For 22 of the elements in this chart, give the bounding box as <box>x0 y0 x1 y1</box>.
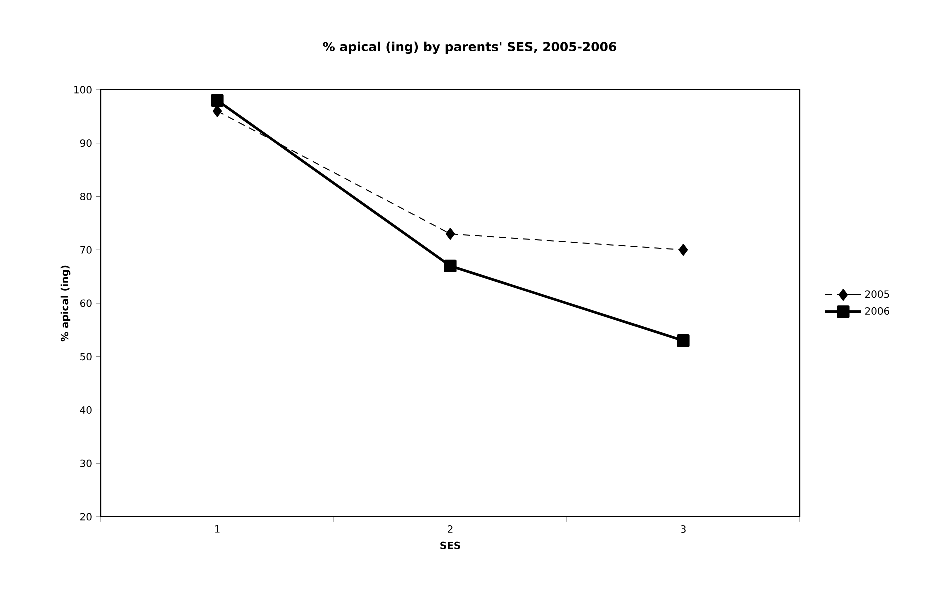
x-tick-label: 2 <box>448 525 453 533</box>
y-axis-title: % apical (ing) <box>60 266 71 342</box>
x-tick-label: 3 <box>681 525 686 534</box>
point <box>444 260 457 272</box>
y-tick-label: 30 <box>80 460 92 468</box>
legend-label: 2005 <box>865 290 890 298</box>
y-tick-label: 70 <box>80 246 92 254</box>
point <box>446 228 456 240</box>
y-tick-label: 50 <box>80 353 92 361</box>
point <box>677 334 690 348</box>
chart-title: % apical (ing) by parents' SES, 2005-2006 <box>323 42 616 54</box>
y-tick-label: 20 <box>80 513 92 521</box>
x-axis-title: SES <box>440 542 460 550</box>
y-tick-label: 40 <box>80 406 92 414</box>
y-tick-label: 90 <box>80 140 92 148</box>
point <box>678 244 688 256</box>
x-tick-label: 1 <box>215 526 220 533</box>
y-tick-label: 100 <box>74 86 92 94</box>
y-tick-label: 60 <box>80 300 92 308</box>
point <box>211 94 224 107</box>
legend-label: 2006 <box>865 307 890 316</box>
y-tick-label: 80 <box>80 192 92 200</box>
